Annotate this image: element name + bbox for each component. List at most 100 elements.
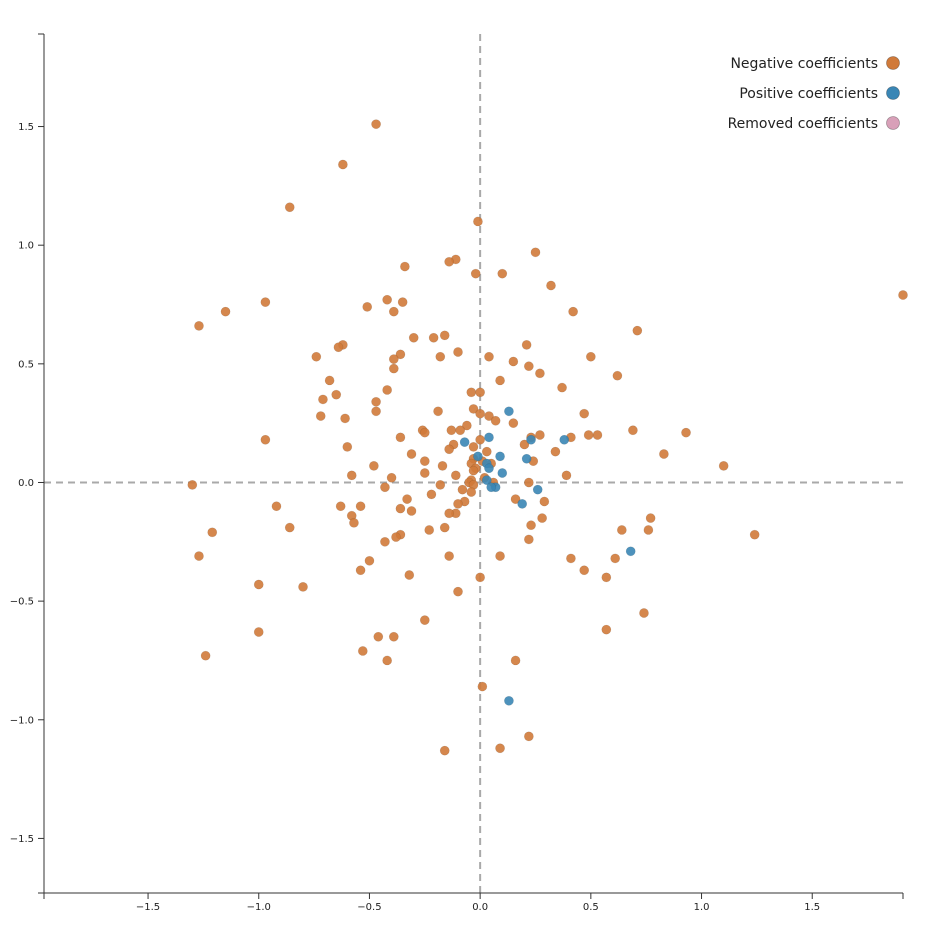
data-point-negative (391, 532, 401, 542)
data-point-negative (298, 581, 308, 592)
data-point-negative (508, 356, 519, 367)
data-point-negative (194, 551, 204, 561)
y-tick-label: 0.0 (18, 478, 34, 489)
data-point-negative (592, 430, 603, 440)
data-point-negative (475, 434, 486, 445)
data-point-negative (508, 418, 519, 429)
data-point-negative (461, 420, 472, 431)
data-point-negative (658, 449, 669, 459)
data-point-negative (453, 347, 463, 357)
legend-marker-removed (886, 116, 900, 130)
data-point-negative (207, 527, 218, 538)
data-point-negative (424, 525, 435, 535)
y-tick-label: 1.0 (18, 241, 34, 252)
data-point-negative (406, 449, 417, 459)
data-point-negative (446, 425, 457, 436)
data-point-negative (380, 536, 390, 547)
data-point-negative (539, 496, 550, 507)
data-point-negative (364, 555, 375, 566)
data-point-negative (428, 332, 439, 343)
x-tick-label: 1.5 (804, 902, 820, 913)
data-point-negative (419, 456, 430, 467)
data-point-negative (453, 498, 463, 509)
data-point-negative (457, 484, 468, 495)
data-point-negative (406, 506, 417, 516)
data-point-negative (355, 501, 366, 512)
data-point-negative (371, 396, 381, 407)
data-point-negative (220, 306, 231, 317)
data-point-negative (284, 202, 295, 213)
data-point-negative (187, 479, 198, 490)
data-point-negative (200, 650, 211, 661)
data-point-negative (397, 297, 408, 308)
data-point-negative (333, 342, 344, 353)
data-point-negative (318, 394, 328, 405)
data-point-negative (455, 425, 466, 436)
data-point-negative (468, 465, 479, 476)
y-tick-label: −0.5 (10, 597, 34, 608)
data-point-negative (444, 551, 455, 561)
data-point-positive (504, 406, 514, 417)
data-point-negative (523, 731, 534, 742)
data-point-negative (519, 439, 530, 450)
data-point-negative (530, 247, 541, 258)
y-tick-label: 0.5 (18, 359, 34, 370)
data-point-negative (585, 351, 596, 362)
data-point-negative (388, 631, 399, 642)
data-point-negative (349, 517, 359, 528)
data-point-negative (749, 529, 760, 540)
data-point-negative (382, 655, 393, 666)
data-point-negative (382, 385, 393, 395)
y-tick-label: −1.0 (10, 715, 34, 726)
data-point-negative (380, 482, 390, 493)
data-point-negative (477, 681, 488, 692)
data-point-positive (532, 484, 543, 495)
data-point-negative (395, 432, 406, 443)
data-point-positive (526, 434, 536, 445)
data-point-negative (523, 477, 534, 488)
data-point-negative (495, 743, 505, 754)
data-point-negative (468, 404, 479, 414)
data-point-negative (395, 503, 406, 514)
data-point-negative (433, 406, 443, 417)
y-tick-label: 1.5 (18, 122, 34, 133)
data-point-negative (481, 446, 492, 457)
data-point-negative (450, 470, 461, 481)
data-point-positive (486, 482, 497, 493)
data-point-negative (616, 525, 627, 535)
data-point-negative (435, 351, 446, 362)
data-point-negative (535, 368, 545, 379)
data-point-negative (583, 430, 594, 440)
data-point-negative (388, 354, 399, 364)
data-point-negative (371, 406, 381, 417)
data-point-negative (510, 655, 521, 666)
data-point-negative (537, 513, 548, 523)
data-point-positive (495, 451, 505, 462)
data-point-negative (639, 608, 649, 618)
data-point-negative (253, 579, 264, 590)
data-point-negative (324, 375, 335, 386)
data-point-negative (475, 408, 486, 419)
data-point-negative (399, 261, 410, 272)
data-point-negative (523, 361, 534, 372)
data-point-negative (388, 363, 399, 374)
legend-label-removed: Removed coefficients (728, 116, 878, 132)
data-point-negative (601, 624, 612, 635)
data-point-negative (253, 627, 264, 637)
data-point-negative (681, 427, 691, 438)
data-point-negative (521, 339, 532, 350)
data-point-negative (612, 370, 623, 381)
data-point-negative (470, 268, 481, 279)
data-point-negative (475, 387, 486, 398)
data-point-negative (444, 444, 455, 455)
data-point-negative (557, 382, 567, 393)
data-point-negative (331, 389, 342, 400)
data-point-negative (453, 586, 463, 597)
data-point-negative (386, 472, 397, 483)
axes: −1.5 −1.0 −0.5 0.0 0.5 1.0 1.5 1.5 1.0 0.5 0.0 −0.5… (10, 33, 904, 913)
data-point-negative (368, 460, 379, 471)
data-point-negative (566, 553, 576, 564)
x-tick-label: 0.0 (472, 902, 488, 913)
data-point-negative (466, 487, 477, 497)
